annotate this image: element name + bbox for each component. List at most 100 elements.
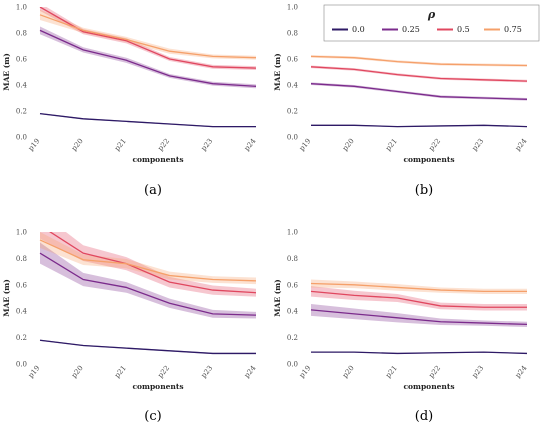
- y-tick-label: 0.0: [287, 134, 298, 142]
- x-tick-label: p22: [427, 364, 442, 379]
- panel-1: 0.0 0.2 0.4 0.6 0.8 1.0 p19 p20 p21 p22 p23 p24 comp…: [273, 4, 540, 198]
- series-2-line: [39, 7, 257, 69]
- x-tick-label: p20: [70, 364, 85, 379]
- panel-label: (d): [415, 409, 433, 424]
- series-2-band: [40, 232, 256, 297]
- y-axis-title: MAE (m): [2, 53, 11, 90]
- plot-area: [39, 232, 257, 355]
- series-1-line: [39, 252, 257, 316]
- series-0-band: [40, 112, 256, 128]
- y-tick-label: 0.0: [16, 134, 27, 142]
- y-tick-label: 0.2: [287, 334, 298, 342]
- series-2-band: [311, 65, 527, 83]
- x-axis-title: components: [403, 382, 454, 391]
- y-tick-label: 0.8: [287, 255, 298, 263]
- x-tick-label: p24: [514, 364, 529, 380]
- plot-area: [39, 7, 257, 128]
- panel-2: 0.0 0.2 0.4 0.6 0.8 1.0 p19 p20 p21 p22 p23 p24 comp…: [2, 229, 258, 425]
- series-2-line: [49, 232, 257, 294]
- y-tick-label: 0.6: [16, 281, 28, 289]
- series-3-line: [310, 55, 528, 67]
- y-axis-title: MAE (m): [273, 53, 282, 90]
- series-2-line: [310, 66, 528, 82]
- panel-label: (b): [415, 183, 433, 198]
- panel-label: (a): [144, 183, 162, 198]
- x-tick-label: p20: [70, 137, 85, 152]
- x-tick-label: p24: [243, 137, 258, 153]
- y-tick-label: 0.8: [287, 30, 298, 38]
- series-2-band: [311, 286, 527, 311]
- series-3-line: [39, 14, 257, 59]
- x-tick-label: p24: [514, 137, 529, 153]
- x-tick-label: p19: [27, 364, 42, 379]
- x-tick-label: p21: [384, 364, 399, 379]
- series-0-line: [39, 339, 256, 355]
- x-axis-title: components: [132, 155, 183, 164]
- x-axis-title: components: [403, 155, 454, 164]
- legend-entry-label: 0.75: [504, 25, 522, 34]
- x-tick-label: p19: [27, 137, 42, 152]
- series-3-band: [40, 232, 256, 285]
- y-tick-label: 0.4: [287, 82, 299, 90]
- series-1-band: [311, 303, 527, 328]
- y-tick-label: 0.2: [16, 334, 27, 342]
- series-2-line: [310, 290, 527, 308]
- x-tick-label: p21: [384, 137, 399, 152]
- y-tick-label: 1.0: [287, 4, 298, 12]
- x-tick-label: p23: [471, 137, 486, 152]
- x-tick-label: p24: [243, 364, 258, 380]
- series-1-line: [39, 29, 257, 87]
- y-tick-label: 0.2: [287, 108, 298, 116]
- legend: ρ 0.0 0.25 0.5 0.75: [323, 4, 540, 42]
- y-tick-label: 0.2: [16, 108, 27, 116]
- y-tick-label: 1.0: [16, 229, 27, 237]
- x-tick-label: p22: [156, 364, 171, 379]
- x-tick-label: p20: [341, 364, 356, 379]
- y-tick-label: 0.4: [16, 308, 28, 316]
- x-tick-label: p22: [427, 137, 442, 152]
- legend-entry-label: 0.5: [457, 25, 470, 34]
- series-0-band: [40, 339, 256, 355]
- y-tick-label: 0.0: [16, 361, 27, 369]
- series-0-line: [39, 112, 256, 128]
- series-2-band: [40, 7, 256, 71]
- x-tick-label: p23: [200, 137, 215, 152]
- x-tick-label: p21: [113, 137, 128, 152]
- series-1-line: [310, 309, 528, 326]
- panel-3: 0.0 0.2 0.4 0.6 0.8 1.0 p19 p20 p21 p22 p23 p24 comp…: [273, 229, 529, 425]
- panel-0: 0.0 0.2 0.4 0.6 0.8 1.0 p19 p20 p21 p22 p23 p24 comp…: [2, 4, 258, 199]
- x-tick-label: p20: [341, 137, 356, 152]
- series-1-line: [310, 83, 528, 100]
- y-tick-label: 0.6: [287, 281, 299, 289]
- y-tick-label: 0.8: [16, 255, 27, 263]
- legend-entry-label: 0.0: [352, 25, 365, 34]
- y-tick-label: 0.4: [16, 82, 28, 90]
- series-0-line: [311, 351, 528, 355]
- series-1-band: [40, 242, 256, 319]
- legend-title: ρ: [427, 8, 436, 21]
- series-3-line: [310, 282, 527, 293]
- y-tick-label: 0.6: [16, 56, 28, 64]
- panel-label: (c): [144, 409, 161, 424]
- x-tick-label: p22: [156, 137, 171, 152]
- legend-entry-label: 0.25: [402, 25, 420, 34]
- x-tick-label: p19: [298, 364, 313, 379]
- y-tick-label: 0.0: [287, 361, 298, 369]
- x-tick-label: p23: [200, 364, 215, 379]
- y-tick-label: 1.0: [16, 4, 27, 12]
- y-tick-label: 0.8: [16, 30, 27, 38]
- y-tick-label: 0.4: [287, 308, 299, 316]
- y-axis-title: MAE (m): [273, 279, 282, 316]
- y-axis-title: MAE (m): [2, 279, 11, 316]
- plot-area: [310, 279, 528, 355]
- y-tick-label: 1.0: [287, 229, 298, 237]
- legend-frame: [323, 4, 540, 42]
- x-tick-label: p23: [471, 364, 486, 379]
- x-axis-title: components: [132, 382, 183, 391]
- x-tick-label: p21: [113, 364, 128, 379]
- series-3-band: [311, 279, 527, 295]
- plot-area: [310, 55, 528, 128]
- series-3-line: [39, 239, 257, 282]
- series-0-line: [311, 124, 528, 128]
